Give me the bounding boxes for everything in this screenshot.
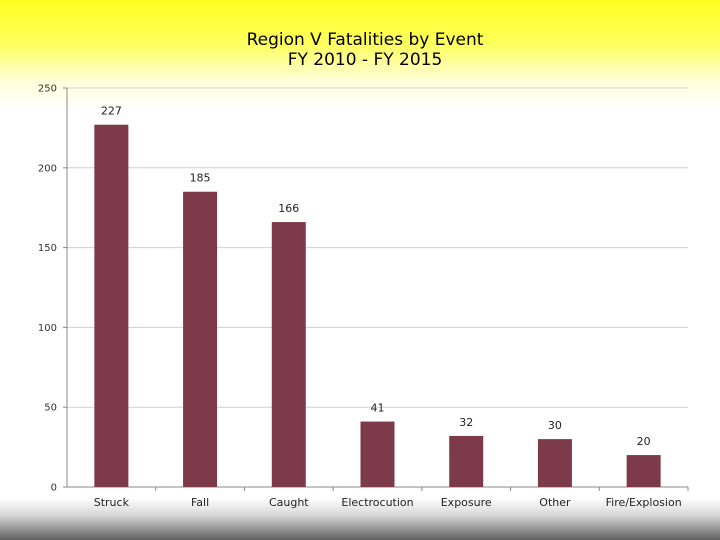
- labels: 0 50 100 150 200 250 Struck 227 Fall 185 Caught 166…: [38, 84, 682, 510]
- bar: [360, 421, 395, 487]
- x-tick-label: Electrocution: [341, 496, 413, 509]
- y-tick-label: 150: [38, 243, 57, 254]
- bar: [94, 124, 129, 487]
- data-label: 30: [548, 419, 562, 432]
- bar: [271, 222, 306, 487]
- x-tick-label: Fall: [191, 496, 209, 509]
- bar: [626, 455, 661, 487]
- data-label: 32: [459, 416, 473, 429]
- data-label: 41: [371, 402, 385, 415]
- chart-title-line-2: FY 2010 - FY 2015: [287, 50, 443, 70]
- data-label: 185: [190, 172, 211, 185]
- x-tick-label: Caught: [269, 496, 309, 509]
- bar: [183, 191, 218, 488]
- bars: [94, 124, 661, 488]
- y-tick-label: 0: [51, 483, 57, 494]
- data-label: 166: [278, 202, 299, 215]
- chart-title-line-1: Region V Fatalities by Event: [246, 30, 484, 50]
- chart-title: Region V Fatalities by Event FY 2010 - F…: [0, 30, 720, 70]
- y-tick-label: 200: [38, 163, 57, 174]
- data-label: 20: [637, 435, 651, 448]
- x-tick-label: Fire/Explosion: [606, 496, 682, 509]
- data-label: 227: [101, 105, 122, 118]
- x-tick-label: Struck: [94, 496, 130, 509]
- bar: [449, 435, 484, 487]
- y-tick-label: 100: [38, 323, 57, 334]
- gridlines: [67, 87, 688, 408]
- y-tick-label: 50: [44, 403, 57, 414]
- bar: [537, 439, 572, 487]
- x-tick-label: Exposure: [441, 496, 492, 509]
- y-tick-label: 250: [38, 84, 57, 95]
- x-tick-label: Other: [539, 496, 571, 509]
